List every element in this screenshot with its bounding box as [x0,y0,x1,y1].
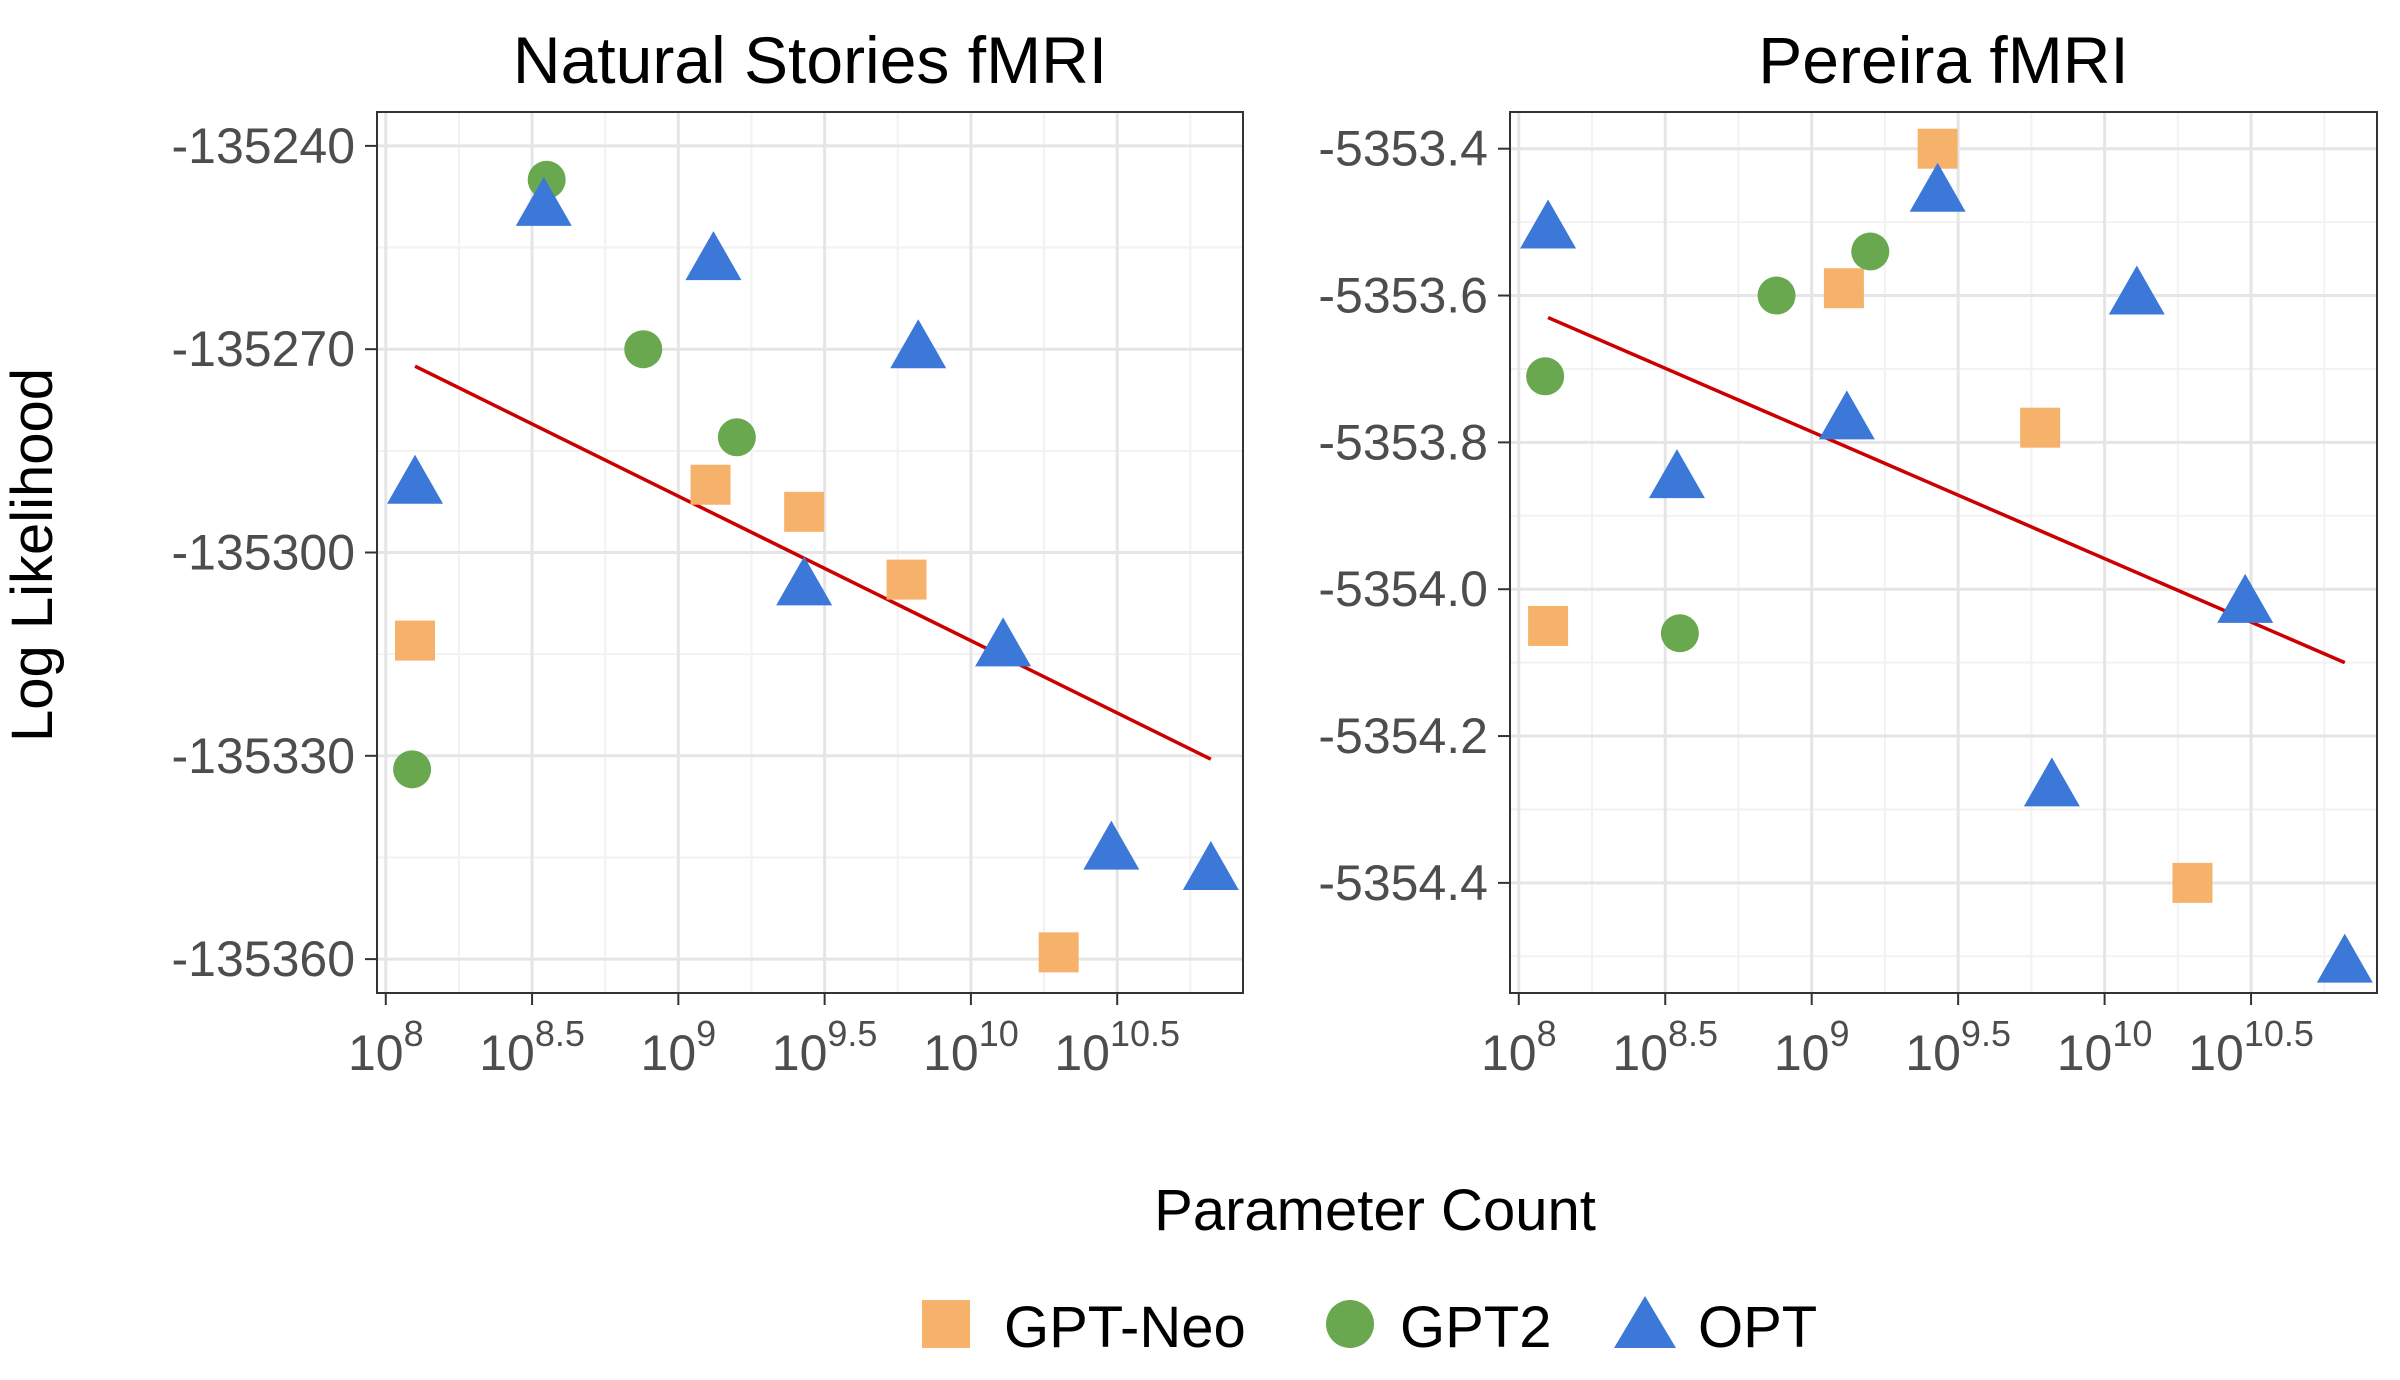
point-gpt-neo [1823,268,1864,309]
x-tick-label: 109 [1774,1013,1850,1081]
point-gpt-neo [395,620,436,661]
point-opt [975,617,1032,667]
point-opt [2316,933,2373,983]
y-tick-label: -5353.6 [1318,268,1488,324]
y-tick-label: -5354.4 [1318,855,1488,911]
point-opt [387,454,444,504]
point-opt [685,231,742,281]
point-opt [776,556,833,606]
y-tick-label: -135300 [172,525,356,581]
point-opt [1818,390,1875,440]
panel-natural-stories: -135240 -135270 -135300 -135330 -135360 108 10… [172,23,1244,1081]
point-opt [2217,573,2274,623]
x-tick-label: 1010.5 [1054,1013,1180,1081]
panel-title: Natural Stories fMRI [513,23,1107,97]
data-points [1520,128,2373,983]
legend-label-gpt-neo: GPT-Neo [1004,1295,1246,1360]
point-gpt-neo [1917,128,1958,169]
point-gpt-neo [1038,932,1079,973]
fit-line [1547,315,2346,665]
x-tick-label: 109.5 [1905,1013,2011,1081]
point-gpt-neo [2172,862,2213,903]
fit-line [414,364,1212,761]
y-tick-label: -135330 [172,728,356,784]
legend-key-opt [1614,1296,1676,1348]
point-gpt2 [1757,276,1796,315]
point-opt [890,319,947,369]
point-gpt2 [717,418,756,457]
point-gpt2 [393,750,432,789]
point-gpt-neo [784,491,825,532]
fit-line-group [1547,315,2346,665]
legend-key-gpt2 [1326,1300,1374,1348]
point-gpt2 [1526,357,1565,396]
x-tick-label: 109.5 [772,1013,878,1081]
point-gpt2 [624,330,663,369]
x-tick-label: 108.5 [1612,1013,1718,1081]
x-tick-label: 1010.5 [2188,1013,2314,1081]
plot-area [1510,112,2377,993]
y-tick-label: -5354.0 [1318,561,1488,617]
y-tick-label: -135270 [172,321,356,377]
point-gpt-neo [2020,407,2061,448]
point-gpt-neo [886,559,927,600]
point-gpt-neo [1528,605,1569,646]
point-gpt-neo [690,464,731,505]
point-opt [2108,265,2165,315]
point-opt [1909,162,1966,212]
axes: -5353.4 -5353.6 -5353.8 -5354.0 -5354.2 -5354… [1318,121,2313,1081]
point-opt [515,176,572,226]
legend-label-gpt2: GPT2 [1400,1295,1552,1360]
legend-key-gpt-neo [922,1300,970,1348]
x-tick-label: 1010 [923,1013,1019,1081]
x-tick-label: 1010 [2057,1013,2153,1081]
x-tick-label: 108 [348,1013,424,1081]
x-tick-label: 108 [1481,1013,1557,1081]
y-tick-label: -135360 [172,931,356,987]
panel-pereira: -5353.4 -5353.6 -5353.8 -5354.0 -5354.2 -5354… [1318,23,2378,1081]
fit-line-group [414,364,1212,761]
point-gpt2 [1851,232,1890,271]
legend-label-opt: OPT [1698,1295,1817,1360]
point-opt [1520,199,1577,249]
panel-title: Pereira fMRI [1758,23,2128,97]
point-gpt2 [1660,614,1699,653]
y-tick-label: -5353.8 [1318,414,1488,470]
y-tick-label: -5353.4 [1318,121,1488,177]
point-opt [1083,820,1140,870]
point-opt [1182,841,1239,891]
x-tick-label: 108.5 [479,1013,585,1081]
x-axis-label: Parameter Count [1154,1178,1596,1243]
point-opt [1648,449,1705,499]
y-axis-label: Log Likelihood [0,368,65,742]
y-tick-label: -5354.2 [1318,708,1488,764]
y-tick-label: -135240 [172,118,356,174]
point-opt [2023,757,2080,807]
legend: GPT-Neo GPT2 OPT [922,1295,1817,1360]
x-tick-label: 109 [641,1013,717,1081]
axes: -135240 -135270 -135300 -135330 -135360 108 10… [172,118,1181,1081]
gridlines [377,112,1243,993]
plot-border [1509,111,2378,994]
data-points [387,160,1239,973]
